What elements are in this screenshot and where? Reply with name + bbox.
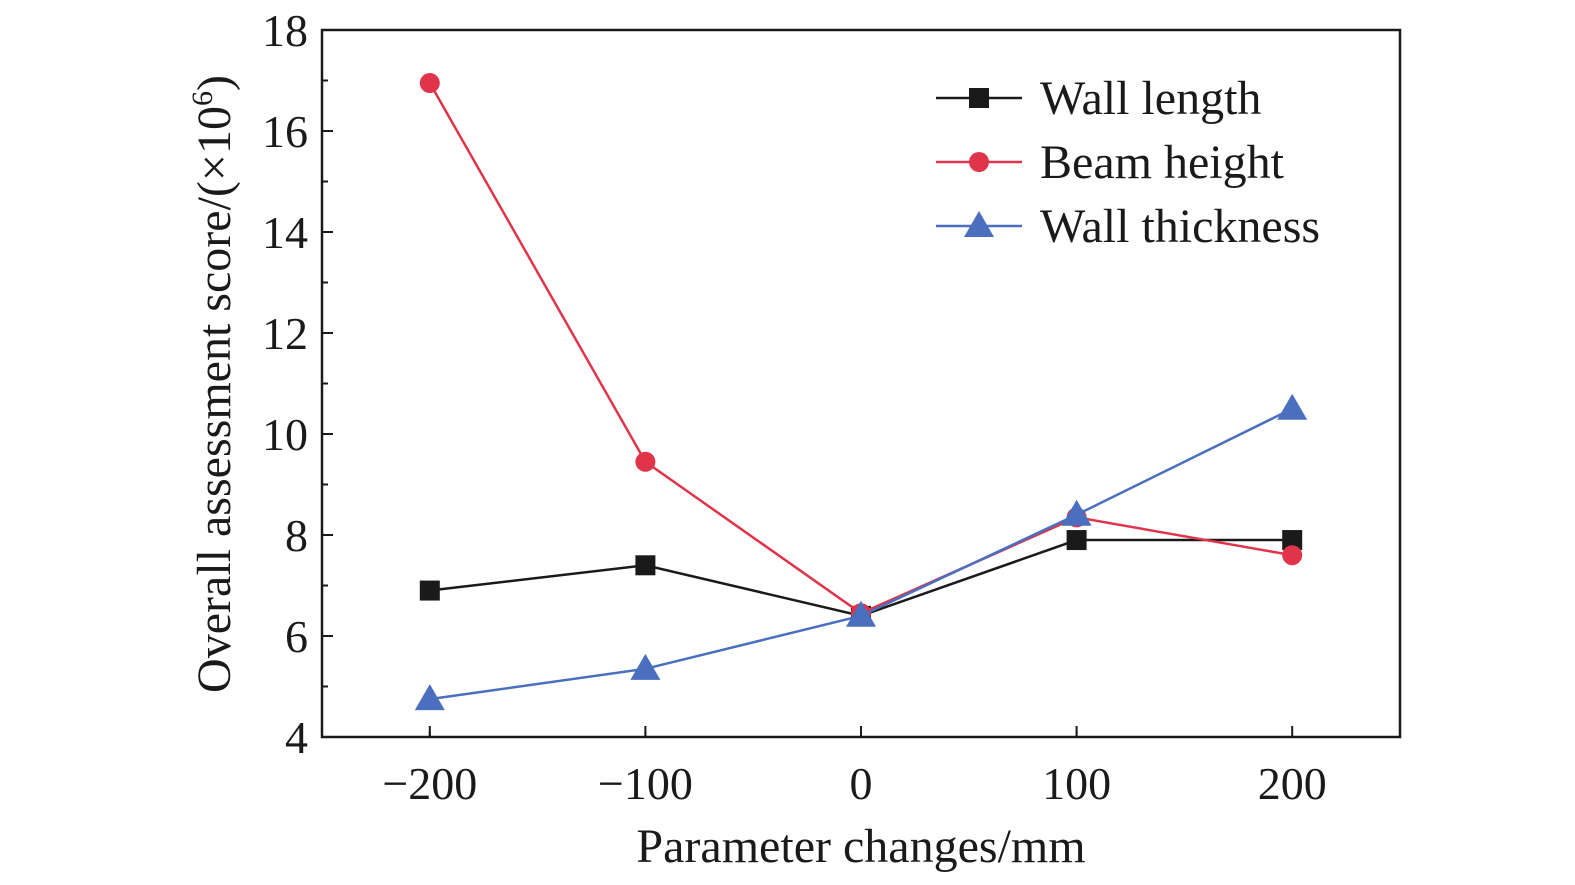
legend-marker-beam-height	[969, 152, 989, 172]
y-tick-label: 14	[262, 207, 308, 258]
legend-label-beam-height: Beam height	[1040, 136, 1285, 189]
x-tick-label: −100	[598, 758, 693, 809]
y-tick-label: 10	[262, 409, 308, 460]
data-point-wall-length	[419, 580, 440, 601]
legend-marker-wall-thickness	[964, 211, 994, 237]
series-wall-thickness	[414, 393, 1308, 711]
y-tick-label: 8	[285, 510, 308, 561]
x-tick-label: −200	[382, 758, 477, 809]
legend-item-beam-height: Beam height	[936, 136, 1285, 189]
y-axis-title-exponent: 6	[186, 91, 219, 106]
x-tick-label: 200	[1258, 758, 1327, 809]
y-axis-title-close: )	[188, 75, 241, 91]
x-tick-label: 100	[1042, 758, 1111, 809]
x-tick-label: 0	[850, 758, 873, 809]
series-layer	[414, 73, 1308, 711]
data-point-wall-thickness	[630, 653, 661, 680]
x-axis-title: Parameter changes/mm	[636, 820, 1085, 873]
y-tick-label: 18	[262, 5, 308, 56]
y-tick-label: 6	[285, 611, 308, 662]
legend-marker-wall-length	[969, 88, 989, 108]
data-point-beam-height	[635, 451, 656, 472]
y-tick-label: 16	[262, 106, 308, 157]
y-axis-title-main: Overall assessment score/(×10	[188, 106, 241, 693]
data-point-beam-height	[1282, 545, 1303, 566]
legend-item-wall-thickness: Wall thickness	[936, 200, 1320, 253]
data-point-wall-length	[635, 555, 656, 576]
y-tick-label: 12	[262, 308, 308, 359]
y-axis-title: Overall assessment score/(×106)	[186, 75, 241, 693]
series-line-wall-thickness	[429, 407, 1293, 701]
data-point-wall-length	[1282, 530, 1303, 551]
legend: Wall length Beam height Wall thickness	[936, 72, 1320, 253]
axis-ticks: 4 6 8 10 12 14 16 18 −200 −100 0 100 200	[262, 5, 1327, 809]
data-point-wall-thickness	[414, 684, 445, 711]
legend-item-wall-length: Wall length	[936, 72, 1261, 125]
data-point-wall-length	[1066, 530, 1087, 551]
data-point-wall-thickness	[846, 600, 876, 627]
legend-label-wall-length: Wall length	[1040, 72, 1261, 125]
y-tick-label: 4	[285, 712, 308, 763]
data-point-wall-thickness	[1277, 393, 1308, 420]
legend-label-wall-thickness: Wall thickness	[1040, 200, 1320, 253]
data-point-beam-height	[419, 73, 440, 94]
data-point-wall-thickness	[1061, 499, 1092, 526]
